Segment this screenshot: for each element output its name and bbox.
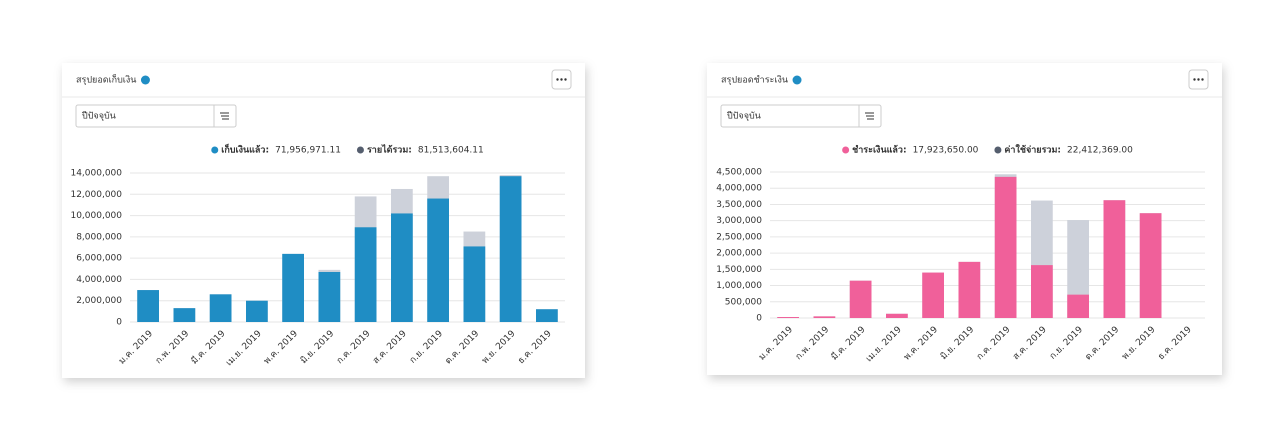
card-title: สรุปยอดเก็บเงิน xyxy=(76,73,136,86)
card-title: สรุปยอดชำระเงิน xyxy=(721,75,788,86)
legend-value: 71,956,971.11 xyxy=(275,146,341,156)
menu-dot xyxy=(1193,78,1196,81)
y-tick-label: 2,000,000 xyxy=(76,296,122,306)
menu-dot xyxy=(1201,78,1204,81)
info-icon xyxy=(140,75,150,85)
y-tick-label: 2,500,000 xyxy=(716,232,762,242)
bar xyxy=(391,213,413,322)
legend-value: 17,923,650.00 xyxy=(913,146,979,156)
y-tick-label: 0 xyxy=(116,318,122,328)
y-tick-label: 4,000,000 xyxy=(76,275,122,285)
y-tick-label: 4,500,000 xyxy=(716,168,762,178)
bar xyxy=(173,308,196,322)
menu-dot xyxy=(556,78,559,81)
legend-value: 22,412,369.00 xyxy=(1067,146,1133,156)
bar xyxy=(813,316,836,318)
filter-select[interactable] xyxy=(720,104,882,128)
y-tick-label: 2,000,000 xyxy=(716,249,762,259)
legend-label: ชำระเงินแล้ว: xyxy=(852,145,906,156)
y-tick-label: 0 xyxy=(756,314,762,324)
bar xyxy=(246,300,268,322)
legend-dot xyxy=(356,146,364,154)
bar xyxy=(1067,220,1089,318)
y-tick-label: 3,000,000 xyxy=(716,216,762,226)
y-tick-label: 10,000,000 xyxy=(70,211,122,221)
y-tick-label: 6,000,000 xyxy=(76,254,122,264)
bar xyxy=(1067,294,1089,318)
y-tick-label: 4,000,000 xyxy=(716,184,762,194)
legend-dot xyxy=(211,146,219,154)
bar xyxy=(318,271,341,322)
bar xyxy=(994,176,1017,318)
menu-dot xyxy=(564,78,567,81)
filter-select[interactable] xyxy=(75,104,237,128)
bar xyxy=(282,253,304,322)
bar xyxy=(209,294,232,322)
bar xyxy=(354,227,377,322)
legend-value: 81,513,604.11 xyxy=(418,146,484,156)
y-tick-label: 500,000 xyxy=(725,297,762,307)
info-icon xyxy=(792,75,802,85)
bar xyxy=(1031,265,1053,318)
bar xyxy=(777,317,799,318)
legend-dot xyxy=(842,146,850,154)
bar xyxy=(958,261,981,318)
y-tick-label: 3,500,000 xyxy=(716,200,762,210)
y-tick-label: 12,000,000 xyxy=(70,190,122,200)
bar xyxy=(1103,200,1126,318)
y-tick-label: 14,000,000 xyxy=(70,169,122,179)
legend-label: ค่าใช้จ่ายรวม: xyxy=(1004,144,1061,156)
legend-dot xyxy=(994,146,1002,154)
y-tick-label: 1,000,000 xyxy=(716,281,762,291)
bar xyxy=(536,309,558,322)
bar xyxy=(849,280,872,318)
legend-label: เก็บเงินแล้ว: xyxy=(221,143,269,156)
bar xyxy=(137,290,159,322)
y-tick-label: 8,000,000 xyxy=(76,232,122,242)
bar xyxy=(499,176,522,322)
menu-dot xyxy=(1197,78,1200,81)
filter-label: ปีปัจจุบัน xyxy=(727,111,761,122)
bar xyxy=(886,313,908,318)
bar xyxy=(922,272,944,318)
bar xyxy=(463,246,486,322)
y-tick-label: 1,500,000 xyxy=(716,265,762,275)
bar xyxy=(1139,213,1162,318)
legend-label: รายได้รวม: xyxy=(367,144,412,156)
filter-label: ปีปัจจุบัน xyxy=(82,111,116,122)
menu-dot xyxy=(560,78,563,81)
bar xyxy=(427,198,449,322)
